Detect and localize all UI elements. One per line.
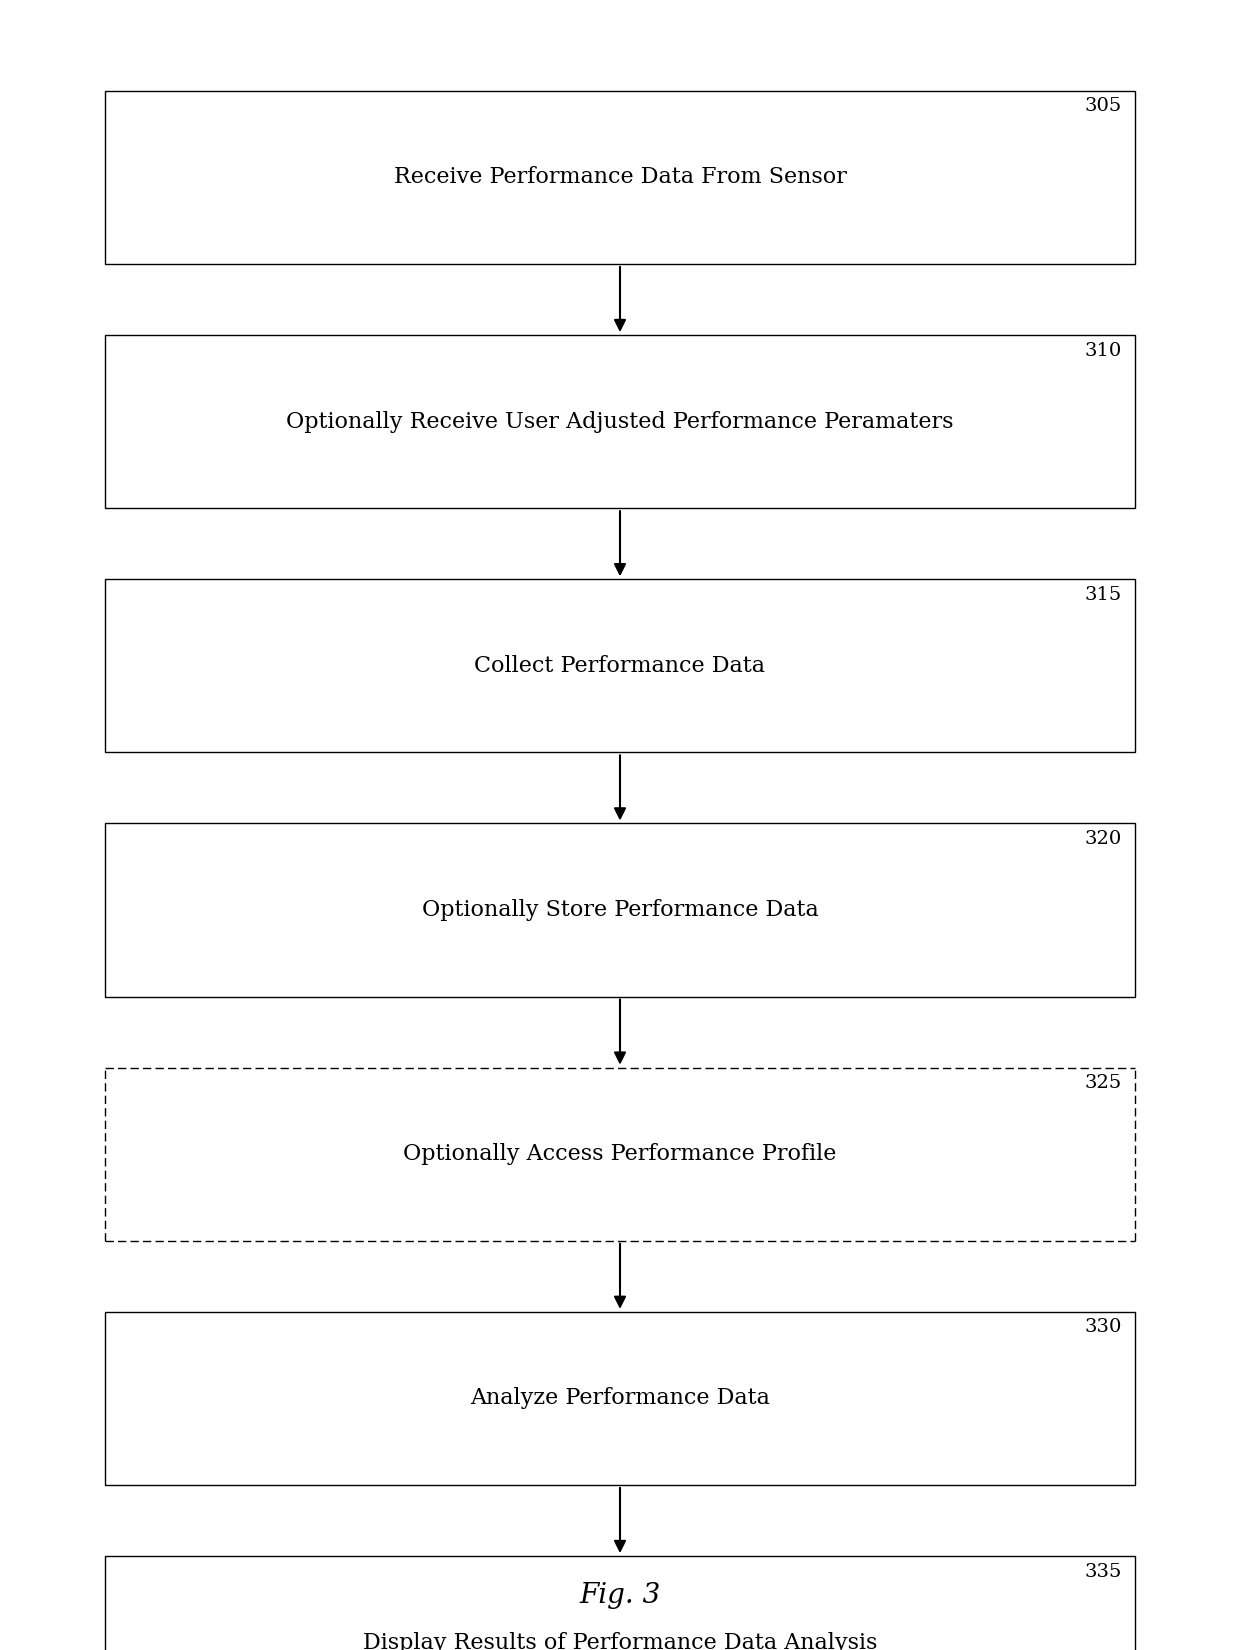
Text: 335: 335 — [1085, 1563, 1122, 1581]
Text: 330: 330 — [1085, 1318, 1122, 1337]
Bar — [105, 335, 1135, 508]
Text: 310: 310 — [1085, 342, 1122, 360]
Text: Fig. 3: Fig. 3 — [579, 1582, 661, 1609]
Text: 325: 325 — [1085, 1074, 1122, 1092]
Bar — [105, 91, 1135, 264]
Text: Optionally Access Performance Profile: Optionally Access Performance Profile — [403, 1143, 837, 1165]
Text: Collect Performance Data: Collect Performance Data — [475, 655, 765, 676]
Bar — [105, 823, 1135, 997]
Text: Receive Performance Data From Sensor: Receive Performance Data From Sensor — [393, 167, 847, 188]
Bar — [105, 579, 1135, 752]
Text: 320: 320 — [1085, 830, 1122, 848]
Text: Display Results of Performance Data Analysis: Display Results of Performance Data Anal… — [363, 1632, 877, 1650]
Bar — [105, 1312, 1135, 1485]
Text: Optionally Store Performance Data: Optionally Store Performance Data — [422, 899, 818, 921]
Text: 315: 315 — [1085, 586, 1122, 604]
Text: 305: 305 — [1085, 97, 1122, 116]
Bar — [105, 1068, 1135, 1241]
Text: Optionally Receive User Adjusted Performance Peramaters: Optionally Receive User Adjusted Perform… — [286, 411, 954, 432]
Text: Analyze Performance Data: Analyze Performance Data — [470, 1388, 770, 1409]
Bar — [105, 1556, 1135, 1650]
